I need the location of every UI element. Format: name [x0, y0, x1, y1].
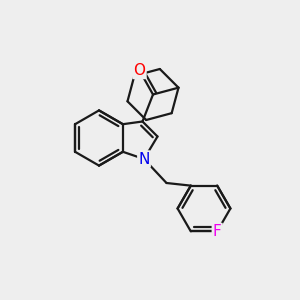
Text: O: O	[134, 63, 146, 78]
Text: N: N	[138, 152, 150, 166]
Text: F: F	[213, 224, 222, 239]
